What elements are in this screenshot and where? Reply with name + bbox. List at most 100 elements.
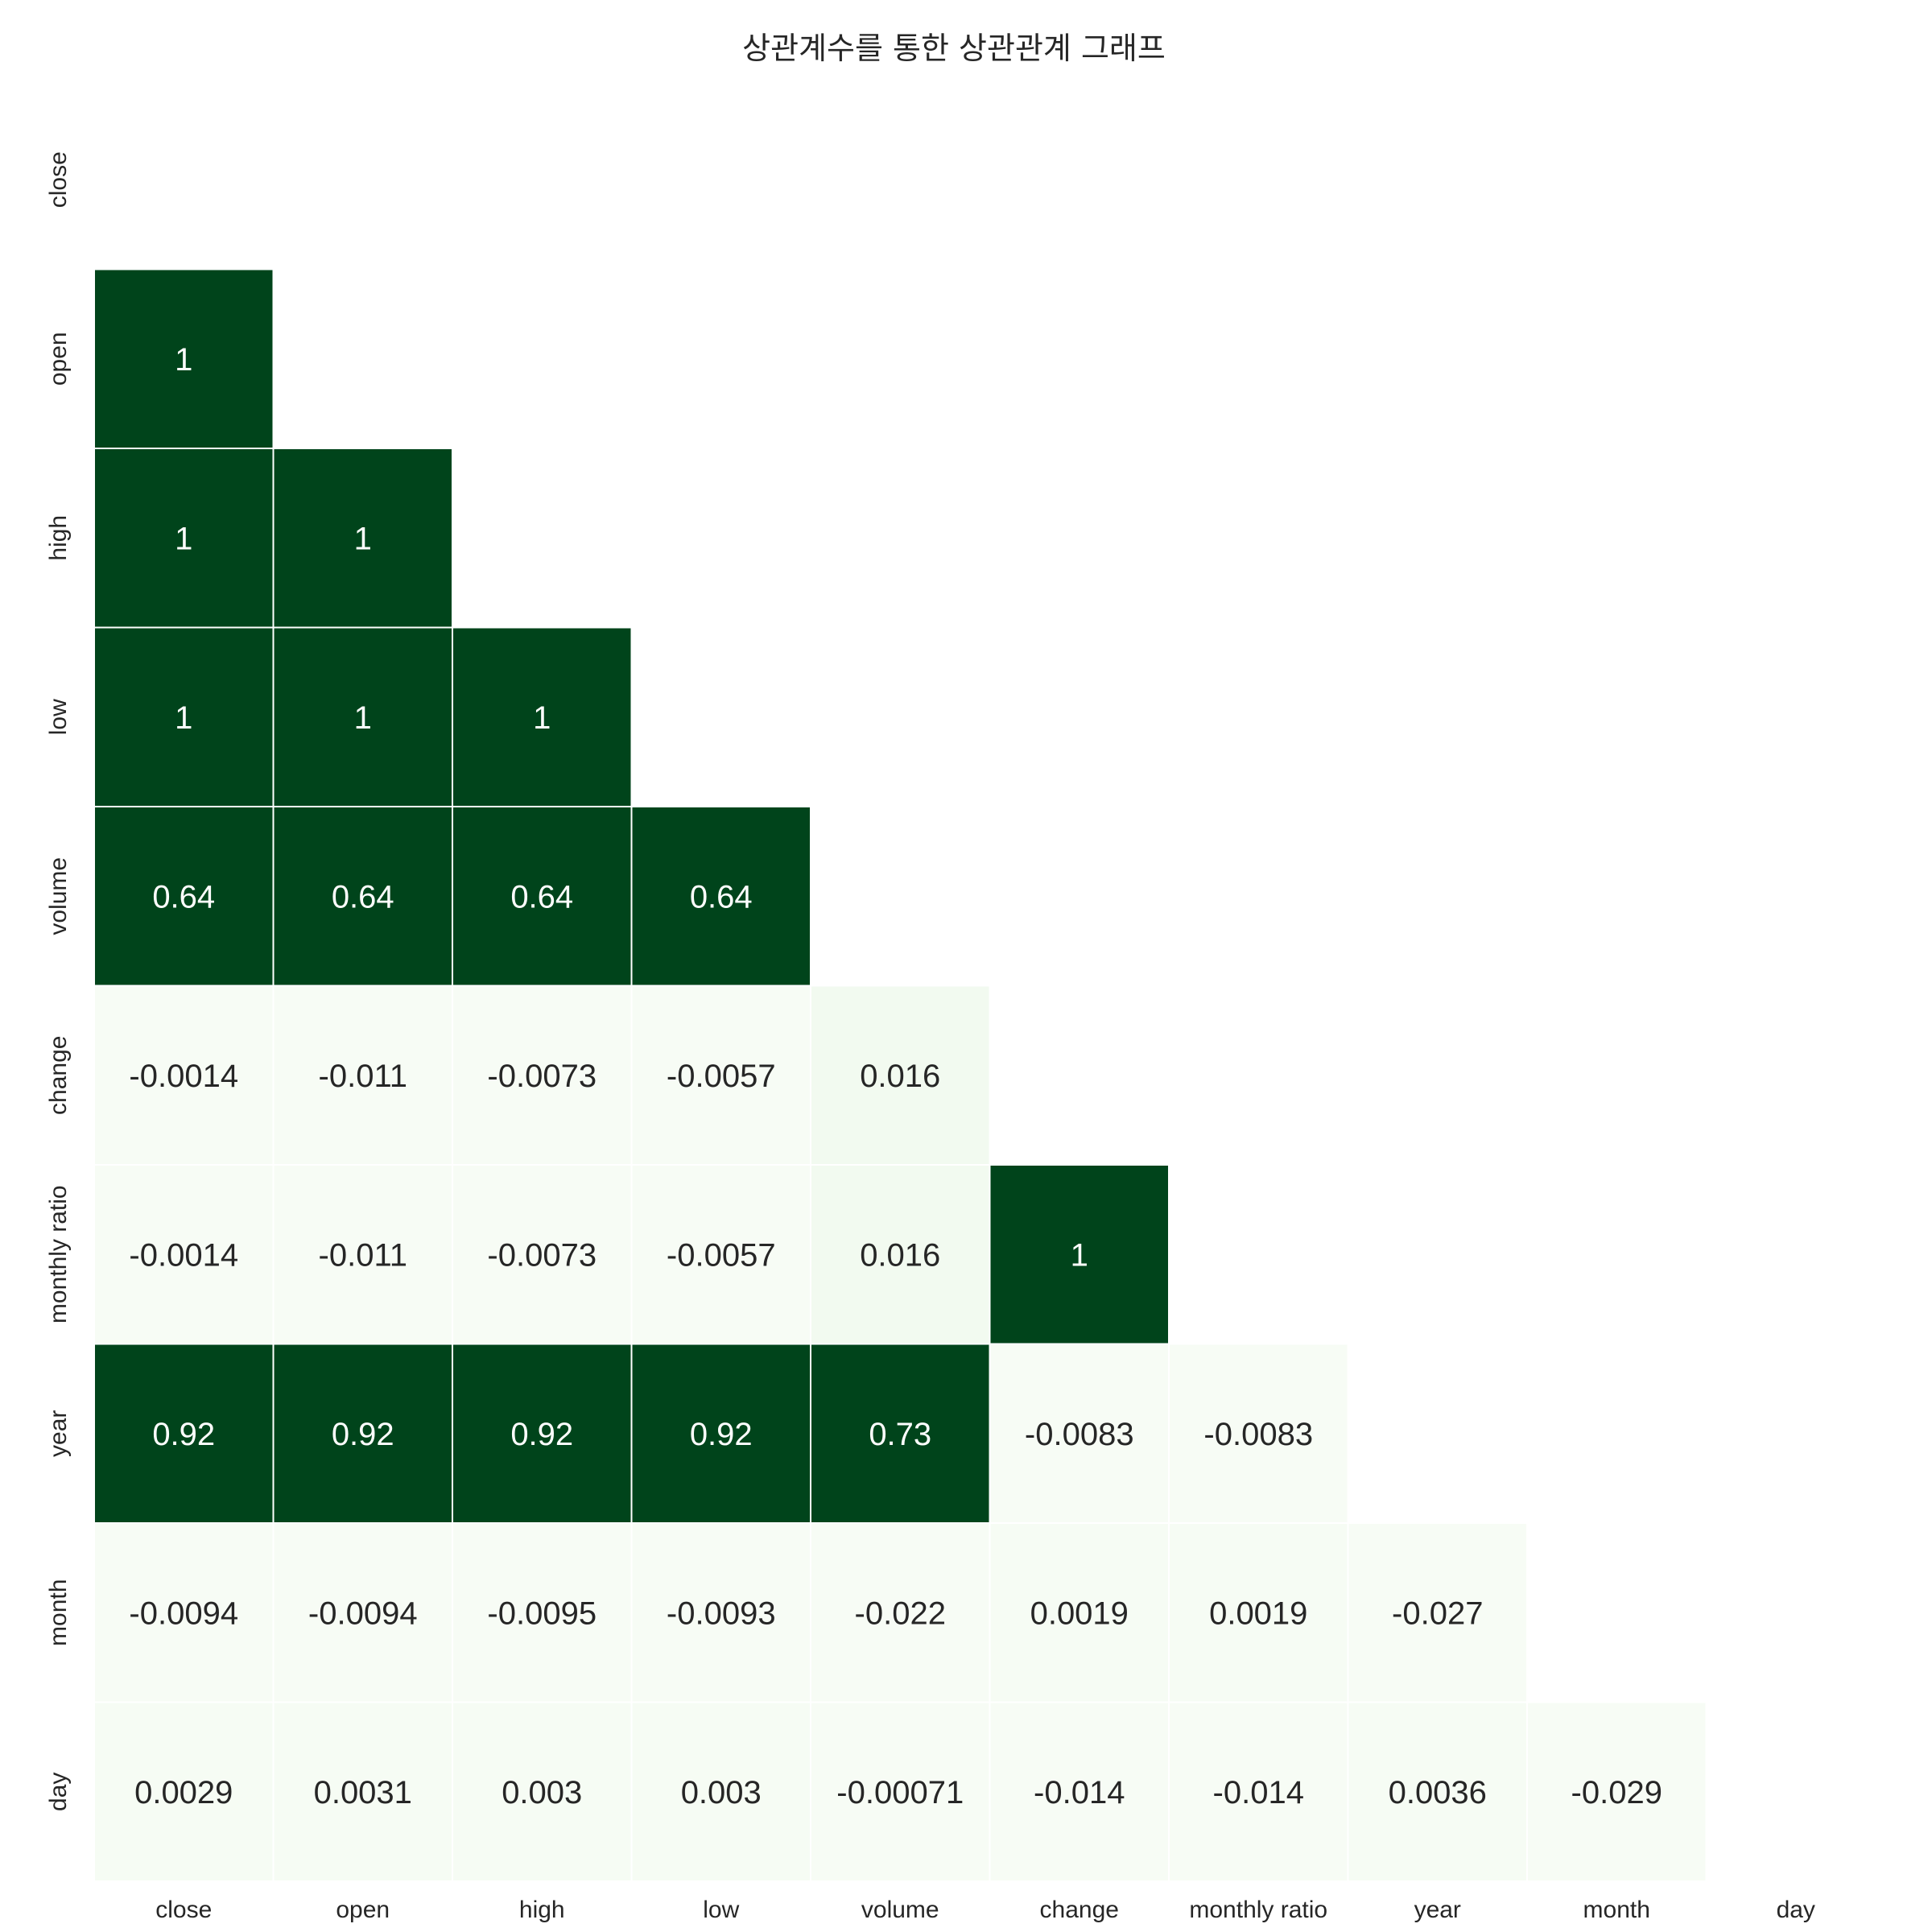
heatmap-cell-day-volume: [810, 1701, 991, 1882]
heatmap-cell-year-close: [93, 1343, 275, 1524]
cell-value-label: 0.0019: [1030, 1596, 1129, 1631]
x-tick-label-month: month: [1583, 1897, 1650, 1923]
cell-value-label: 0.64: [510, 879, 573, 914]
cell-value-label: -0.0014: [129, 1059, 238, 1094]
cell-value-label: 1: [175, 521, 192, 556]
cell-value-label: 0.0031: [314, 1775, 412, 1810]
heatmap-cell-monthly-ratio-volume: [810, 1164, 991, 1345]
heatmap-cell-change-high: [452, 985, 633, 1166]
cell-value-label: 0.64: [332, 879, 394, 914]
cell-value-label: 0.92: [510, 1417, 573, 1452]
heatmap-cell-monthly-ratio-close: [93, 1164, 275, 1345]
cell-value-label: -0.0094: [129, 1596, 238, 1631]
x-tick-labels: close open high low volume change monthly rati…: [155, 1897, 1815, 1923]
cell-value-label: -0.0095: [487, 1596, 597, 1631]
heatmap-cell-high-open: [272, 448, 453, 629]
y-tick-label-volume: volume: [45, 857, 72, 935]
heatmap-cell-month-close: [93, 1522, 275, 1703]
cells-layer: 1 1 1 1 1 1 0.64 0.64 0.64 0.64 -0.0014 -0.011 -0.00…: [93, 268, 1707, 1882]
heatmap-cell-day-open: [272, 1701, 453, 1882]
x-tick-label-close: close: [155, 1897, 212, 1923]
cell-value-label: -0.0083: [1203, 1417, 1313, 1452]
heatmap-cell-volume-low: [630, 806, 811, 987]
y-tick-label-month: month: [45, 1579, 72, 1646]
heatmap-cell-high-close: [93, 448, 275, 629]
cell-value-label: 1: [1071, 1237, 1088, 1273]
heatmap-cell-day-low: [630, 1701, 811, 1882]
cell-value-label: -0.0057: [667, 1059, 776, 1094]
cell-value-label: 0.0036: [1389, 1775, 1487, 1810]
cell-value-label: -0.011: [319, 1059, 407, 1094]
cell-value-label: -0.0094: [308, 1596, 418, 1631]
cell-value-label: 0.64: [152, 879, 215, 914]
cell-value-label: 0.003: [502, 1775, 582, 1810]
heatmap-cell-low-close: [93, 626, 275, 807]
heatmap-cell-volume-open: [272, 806, 453, 987]
cell-value-label: -0.0073: [487, 1237, 597, 1273]
cell-value-label: -0.0083: [1025, 1417, 1134, 1452]
cell-value-label: 1: [354, 700, 372, 736]
heatmap-cell-low-high: [452, 626, 633, 807]
cell-value-label: 1: [354, 521, 372, 556]
cell-value-label: -0.0073: [487, 1059, 597, 1094]
cell-value-label: -0.014: [1213, 1775, 1304, 1810]
heatmap-cell-change-volume: [810, 985, 991, 1166]
heatmap-cell-year-change: [989, 1343, 1170, 1524]
cell-value-label: 1: [175, 700, 192, 736]
heatmap-cell-day-close: [93, 1701, 275, 1882]
cell-value-label: 0.016: [860, 1237, 940, 1273]
x-tick-label-high: high: [519, 1897, 565, 1923]
y-tick-label-low: low: [45, 699, 72, 735]
y-tick-label-change: change: [45, 1036, 72, 1115]
cell-value-label: 1: [175, 342, 192, 378]
heatmap-cell-monthly-ratio-open: [272, 1164, 453, 1345]
cell-value-label: 0.73: [869, 1417, 931, 1452]
cell-value-label: 0.92: [152, 1417, 215, 1452]
heatmap-cell-low-open: [272, 626, 453, 807]
y-tick-label-monthly-ratio: monthly ratio: [45, 1185, 72, 1323]
x-tick-label-open: open: [336, 1897, 390, 1923]
heatmap-cell-day-change: [989, 1701, 1170, 1882]
y-tick-label-day: day: [45, 1773, 72, 1811]
heatmap-cell-month-monthly-ratio: [1168, 1522, 1349, 1703]
cell-value-label: -0.027: [1392, 1596, 1483, 1631]
heatmap-cell-day-high: [452, 1701, 633, 1882]
y-tick-label-open: open: [45, 332, 72, 386]
cell-value-label: -0.0057: [667, 1237, 776, 1273]
heatmap-cell-monthly-ratio-high: [452, 1164, 633, 1345]
x-tick-label-low: low: [703, 1897, 739, 1923]
heatmap-cell-year-monthly-ratio: [1168, 1343, 1349, 1524]
y-tick-label-close: close: [45, 151, 72, 208]
cell-value-label: -0.0014: [129, 1237, 238, 1273]
cell-value-label: 0.003: [681, 1775, 762, 1810]
x-tick-label-volume: volume: [861, 1897, 939, 1923]
y-tick-label-year: year: [45, 1410, 72, 1457]
heatmap-cell-monthly-ratio-low: [630, 1164, 811, 1345]
cell-value-label: -0.029: [1571, 1775, 1662, 1810]
heatmap-cell-day-month: [1526, 1701, 1707, 1882]
cell-value-label: -0.014: [1034, 1775, 1125, 1810]
heatmap-cell-monthly-ratio-change: [989, 1164, 1170, 1345]
cell-value-label: -0.011: [319, 1237, 407, 1273]
y-tick-labels: close open high low volume change monthly rati…: [45, 151, 72, 1811]
heatmap-cell-change-open: [272, 985, 453, 1166]
cell-value-label: 0.92: [332, 1417, 394, 1452]
cell-value-label: 0.016: [860, 1059, 940, 1094]
heatmap-cell-change-low: [630, 985, 811, 1166]
cell-value-label: 0.0019: [1209, 1596, 1307, 1631]
cell-value-label: -0.00071: [836, 1775, 964, 1810]
x-tick-label-change: change: [1040, 1897, 1119, 1923]
heatmap-cell-year-low: [630, 1343, 811, 1524]
chart-title: 상관계수를 통한 상관관계 그래프: [742, 31, 1166, 66]
heatmap-cell-month-year: [1347, 1522, 1528, 1703]
heatmap-cell-month-high: [452, 1522, 633, 1703]
x-tick-label-monthly-ratio: monthly ratio: [1189, 1897, 1327, 1923]
cell-value-label: -0.022: [855, 1596, 946, 1631]
x-tick-label-day: day: [1777, 1897, 1815, 1923]
heatmap-cell-open-close: [93, 268, 275, 449]
cell-value-label: 0.64: [690, 879, 753, 914]
cell-value-label: 0.92: [690, 1417, 753, 1452]
y-tick-label-high: high: [45, 515, 72, 561]
x-tick-label-year: year: [1414, 1897, 1461, 1923]
